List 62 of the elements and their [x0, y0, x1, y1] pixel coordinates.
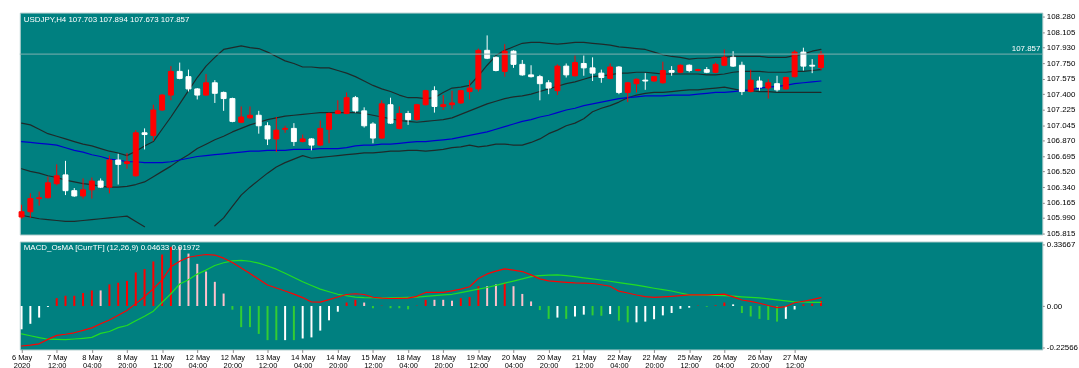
candlestick	[290, 122, 297, 147]
y-tick-label: 106.695	[1046, 151, 1076, 161]
candlestick	[387, 97, 394, 125]
candlestick	[361, 106, 368, 129]
y-tick-label: 108.105	[1046, 27, 1076, 37]
y-tick-label: 0.00	[1046, 301, 1063, 311]
candlestick	[589, 56, 596, 82]
candlestick	[27, 192, 34, 219]
candlestick	[167, 65, 174, 101]
y-tick-label: 107.045	[1046, 120, 1076, 130]
y-tick-label: -0.22566	[1046, 342, 1079, 352]
candlestick	[774, 75, 781, 93]
candlestick	[405, 110, 412, 126]
candlestick	[255, 110, 262, 135]
candlestick	[141, 127, 148, 150]
candlestick	[369, 121, 376, 144]
y-tick-label: 108.280	[1046, 12, 1076, 22]
y-tick-label: 106.870	[1046, 136, 1076, 146]
candlestick	[449, 90, 455, 110]
candlestick	[501, 43, 508, 78]
candlestick	[282, 125, 289, 134]
candlestick	[53, 163, 60, 186]
candlestick	[765, 78, 772, 100]
y-tick-label: 106.340	[1046, 182, 1076, 192]
candlestick	[431, 85, 438, 114]
candlestick	[536, 74, 543, 101]
y-tick-label: 106.165	[1046, 198, 1076, 207]
candlestick	[62, 160, 69, 196]
candlestick	[572, 55, 578, 78]
y-tick-label: 107.225	[1046, 105, 1076, 115]
y-tick-label: 107.930	[1046, 43, 1076, 53]
candlestick	[115, 153, 122, 186]
candlestick	[264, 121, 271, 146]
y-tick-label: 105.815	[1046, 228, 1076, 238]
chart-title: MACD_OsMA [CurrTF] (12,26,9) 0.04633 0.01972	[23, 243, 200, 253]
candlestick	[528, 64, 535, 79]
candlestick	[124, 152, 130, 170]
candlestick	[203, 73, 210, 97]
candlestick	[211, 79, 218, 104]
candlestick	[273, 116, 280, 153]
candlestick	[246, 105, 253, 120]
candlestick	[80, 177, 87, 200]
candlestick	[185, 69, 192, 93]
candlestick	[88, 177, 95, 200]
line-series	[20, 80, 822, 164]
candlestick	[326, 112, 333, 144]
candlestick	[817, 50, 824, 71]
y-tick-label: 107.400	[1046, 89, 1076, 99]
y-tick-label: 0.33667	[1046, 239, 1076, 249]
ref-line-label: 107.857	[1011, 44, 1041, 54]
candlestick	[466, 79, 473, 100]
chart-title: USDJPY,H4 107.703 107.894 107.673 107.857	[23, 14, 190, 24]
y-tick-label: 107.575	[1046, 74, 1076, 84]
candlestick	[317, 120, 324, 147]
candlestick	[44, 176, 51, 200]
candlestick	[659, 61, 666, 85]
candlestick	[580, 55, 587, 77]
y-tick-label: 107.750	[1046, 58, 1076, 68]
y-tick-label: 106.520	[1046, 166, 1076, 176]
y-tick-label: 105.990	[1046, 213, 1076, 223]
line-series	[20, 41, 822, 157]
candlestick	[36, 191, 43, 207]
